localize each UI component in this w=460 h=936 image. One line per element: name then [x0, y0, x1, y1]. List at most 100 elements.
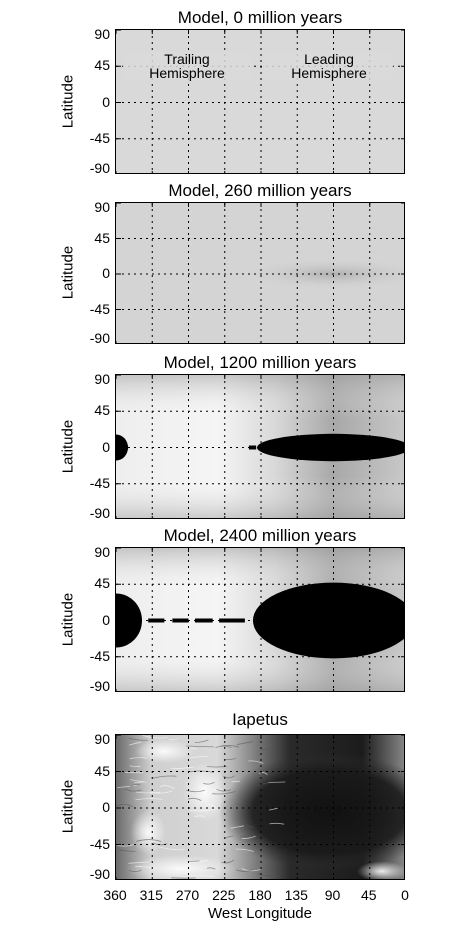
panel-title: Model, 260 million years	[168, 181, 352, 200]
y-tick-label: 45	[94, 575, 110, 592]
surface-texture	[135, 798, 163, 801]
annotation-trailing: Trailing Hemisphere	[123, 52, 251, 80]
surface-texture	[216, 788, 231, 792]
y-axis-label: Latitude	[59, 592, 77, 646]
x-tick-label: 135	[284, 887, 308, 903]
surface-texture	[241, 868, 261, 872]
surface-texture	[257, 873, 274, 877]
x-tick-label: 90	[324, 887, 341, 903]
panel-title: Model, 2400 million years	[163, 526, 357, 545]
y-tick-label: 0	[102, 265, 110, 281]
surface-texture	[128, 861, 149, 864]
surface-texture	[258, 772, 268, 776]
y-tick-label: -45	[89, 474, 110, 491]
surface-texture	[152, 842, 168, 846]
surface-texture	[259, 748, 276, 751]
surface-texture	[203, 781, 215, 785]
equatorial-dark-segment	[148, 618, 165, 623]
surface-texture	[118, 849, 136, 852]
trailing-edge-dark-spot	[116, 434, 128, 461]
surface-texture	[205, 804, 218, 809]
surface-texture	[224, 835, 234, 839]
surface-texture	[190, 770, 214, 773]
equatorial-dark-segment	[194, 618, 213, 623]
map-image	[116, 375, 404, 518]
surface-texture	[257, 782, 271, 786]
surface-texture	[185, 789, 206, 793]
surface-texture	[136, 839, 162, 842]
surface-texture	[135, 865, 157, 870]
y-tick-label: -90	[89, 866, 110, 882]
map-image	[116, 548, 404, 691]
surface-texture	[189, 756, 208, 759]
bright-terrain	[182, 761, 227, 822]
y-tick-label: 0	[102, 799, 110, 815]
surface-texture	[241, 835, 256, 839]
surface-texture	[269, 822, 285, 825]
x-tick-label: 45	[360, 887, 377, 903]
x-tick-label: 315	[139, 887, 163, 903]
surface-texture	[128, 737, 148, 741]
surface-texture	[129, 741, 141, 746]
bright-terrain	[356, 861, 404, 879]
y-axis-label: Latitude	[59, 245, 77, 300]
annotation-leading: Leading Hemisphere	[265, 52, 393, 80]
y-tick-label: -45	[89, 129, 110, 146]
surface-texture	[187, 797, 202, 801]
y-tick-label: -90	[89, 505, 110, 521]
panel-title: Model, 1200 million years	[163, 353, 357, 372]
surface-texture	[236, 741, 253, 746]
y-tick-label: 45	[94, 402, 110, 419]
y-tick-label: -45	[89, 300, 110, 317]
map-plot-area	[115, 374, 405, 519]
surface-texture	[186, 745, 214, 748]
x-tick-label: 360	[103, 887, 127, 903]
surface-texture	[188, 859, 209, 863]
surface-texture	[268, 807, 278, 811]
y-tick-label: -45	[89, 647, 110, 664]
equatorial-dark-segment	[248, 445, 257, 450]
y-tick-label: -90	[89, 160, 110, 176]
bright-terrain	[125, 854, 236, 879]
surface-texture	[135, 791, 161, 794]
y-tick-label: 0	[102, 611, 110, 628]
surface-texture	[215, 745, 232, 748]
surface-texture	[129, 757, 148, 760]
surface-texture	[142, 735, 168, 739]
map-plot-area	[115, 734, 405, 880]
y-tick-label: 90	[94, 26, 110, 42]
y-axis-label: Latitude	[59, 419, 77, 473]
surface-texture	[124, 788, 142, 792]
surface-texture	[194, 815, 205, 818]
y-tick-label: 45	[94, 57, 110, 74]
map-image	[116, 735, 404, 879]
surface-texture	[117, 844, 135, 847]
surface-texture	[170, 766, 194, 770]
panel-title: Iapetus	[232, 710, 288, 729]
surface-texture	[189, 809, 216, 812]
y-tick-label: 90	[94, 199, 110, 215]
surface-texture	[235, 848, 254, 852]
surface-texture	[117, 784, 137, 788]
surface-texture	[230, 825, 244, 829]
equatorial-dark-segment	[122, 445, 129, 450]
cassini-regio	[219, 752, 404, 873]
y-tick-label: 45	[94, 229, 110, 246]
surface-texture	[235, 825, 255, 829]
x-tick-label: 180	[248, 887, 272, 903]
y-tick-label: 90	[94, 731, 110, 747]
map-plot-area	[115, 202, 405, 344]
map-image	[116, 203, 404, 343]
surface-texture	[130, 779, 147, 783]
surface-texture	[133, 781, 145, 784]
surface-texture	[159, 785, 175, 790]
surface-texture	[129, 765, 141, 768]
x-axis-label: West Longitude	[208, 905, 312, 922]
leading-dark-region	[252, 582, 404, 659]
surface-texture	[240, 833, 253, 838]
surface-texture	[222, 775, 235, 779]
surface-texture	[189, 860, 200, 862]
map-plot-area	[115, 547, 405, 692]
surface-texture	[248, 760, 264, 764]
surface-texture	[152, 775, 177, 779]
